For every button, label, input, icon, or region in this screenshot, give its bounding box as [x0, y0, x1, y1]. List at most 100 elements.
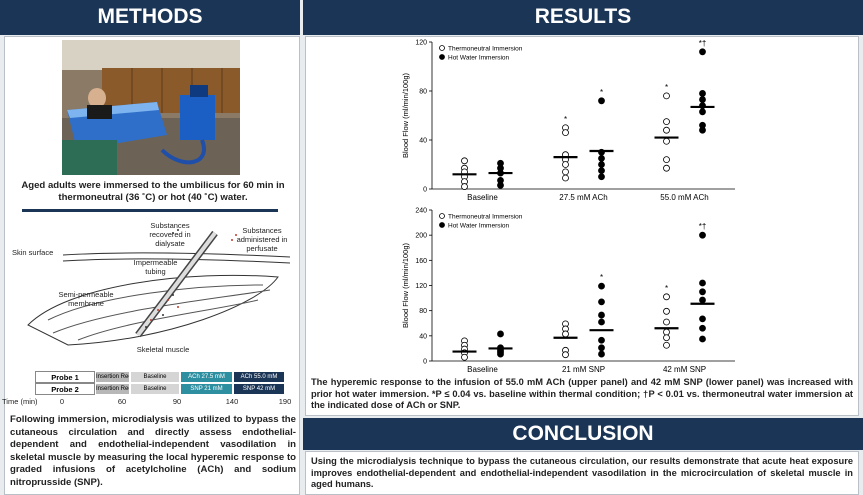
data-point	[598, 318, 605, 326]
data-point	[598, 282, 605, 290]
significance-marker: *	[665, 284, 668, 293]
data-point	[699, 296, 706, 304]
x-tick-label: Baseline	[467, 365, 498, 374]
data-point	[598, 154, 605, 162]
y-tick-label: 200	[415, 233, 427, 240]
data-point	[663, 328, 670, 336]
data-point	[699, 126, 706, 134]
legend-marker	[439, 222, 445, 228]
data-point	[663, 307, 670, 315]
data-point	[461, 183, 468, 190]
label-administered: Substances administered in perfusate	[236, 226, 288, 253]
data-point	[562, 174, 569, 182]
legend-label: Hot Water Immersion	[448, 223, 510, 230]
data-point	[497, 350, 504, 358]
data-point	[461, 157, 468, 165]
significance-marker: *†	[699, 222, 707, 231]
y-axis-title: Blood Flow (ml/min/100g)	[401, 72, 410, 158]
significance-marker: *†	[699, 39, 707, 48]
time-tick: 140	[225, 397, 239, 406]
data-point	[562, 330, 569, 338]
timeline-segment: ACh 55.0 mM	[233, 371, 285, 383]
results-caption: The hyperemic response to the infusion o…	[311, 377, 853, 410]
significance-marker: *	[600, 273, 603, 282]
data-point	[598, 311, 605, 319]
data-point	[699, 279, 706, 287]
data-point	[699, 324, 706, 332]
methods-summary: Following immersion, microdialysis was u…	[10, 414, 296, 488]
probe-label: Probe 2	[35, 383, 95, 395]
data-point	[663, 293, 670, 301]
data-point	[497, 181, 504, 189]
data-point	[663, 92, 670, 100]
data-point	[663, 318, 670, 326]
data-point	[598, 336, 605, 344]
data-point	[699, 90, 706, 97]
time-tick: 60	[117, 397, 127, 406]
x-tick-label: 55.0 mM ACh	[660, 193, 708, 202]
data-point	[663, 126, 670, 134]
label-membrane: Semi-permeable membrane	[58, 290, 114, 308]
timeline-segment: Baseline	[130, 371, 180, 383]
time-tick: 90	[172, 397, 182, 406]
data-point	[663, 334, 670, 342]
methods-header: METHODS	[0, 0, 300, 35]
conclusion-header: CONCLUSION	[303, 418, 863, 450]
legend-marker	[439, 213, 445, 219]
data-point	[562, 351, 569, 359]
y-tick-label: 80	[419, 89, 427, 96]
timeline-segment: SNP 42 mM	[233, 383, 285, 395]
timeline-segment: Insertion Recovery	[95, 383, 130, 395]
data-point	[699, 231, 706, 239]
data-point	[562, 129, 569, 137]
y-tick-label: 40	[419, 138, 427, 145]
probe-label: Probe 1	[35, 371, 95, 383]
data-point	[663, 164, 670, 172]
data-point	[562, 161, 569, 168]
data-point	[497, 330, 504, 338]
data-point	[699, 335, 706, 343]
data-point	[598, 167, 605, 175]
timeline-segment: ACh 27.5 mM	[180, 371, 233, 383]
data-point	[699, 108, 706, 116]
significance-marker: *	[665, 83, 668, 92]
data-point	[663, 118, 670, 126]
divider	[22, 209, 278, 212]
conclusion-panel	[305, 451, 859, 495]
methods-panel	[4, 36, 300, 495]
photo	[62, 40, 240, 175]
label-tubing: Impermeable tubing	[133, 258, 178, 276]
legend-label: Thermoneutral Immersion	[448, 46, 523, 53]
time-tick: 0	[59, 397, 65, 406]
data-point	[699, 96, 706, 103]
data-point	[663, 137, 670, 145]
y-tick-label: 160	[415, 258, 427, 265]
y-tick-label: 40	[419, 333, 427, 340]
label-recovered: Substances recovered in dialysate	[149, 221, 191, 248]
legend-label: Hot Water Immersion	[448, 55, 510, 62]
x-tick-label: Baseline	[467, 193, 498, 202]
timeline-segment: Insertion Recovery	[95, 371, 130, 383]
data-point	[562, 168, 569, 176]
label-muscle: Skeletal muscle	[136, 345, 190, 354]
photo-caption: Aged adults were immersed to the umbilic…	[21, 180, 285, 203]
data-point	[699, 48, 706, 56]
legend-label: Thermoneutral Immersion	[448, 214, 523, 221]
y-tick-label: 80	[419, 308, 427, 315]
x-tick-label: 42 mM SNP	[663, 365, 706, 374]
data-point	[663, 341, 670, 349]
time-tick: 190	[278, 397, 292, 406]
data-point	[598, 173, 605, 181]
y-axis-title: Blood Flow (ml/min/100g)	[401, 242, 410, 328]
results-header: RESULTS	[303, 0, 863, 35]
y-tick-label: 120	[415, 283, 427, 290]
data-point	[461, 353, 468, 361]
significance-marker: *	[564, 115, 567, 124]
legend-marker	[439, 45, 445, 51]
diagram	[27, 229, 291, 346]
data-point	[598, 344, 605, 352]
timeline-segment: SNP 21 mM	[180, 383, 233, 395]
legend-marker	[439, 54, 445, 60]
data-point	[699, 288, 706, 296]
